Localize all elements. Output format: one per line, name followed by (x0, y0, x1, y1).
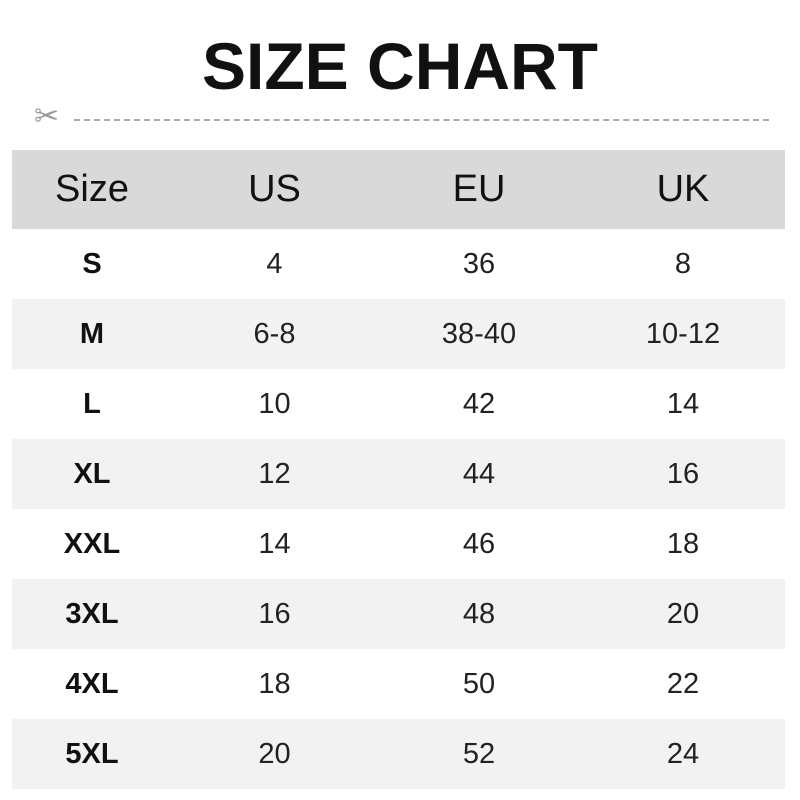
cell-eu: 44 (377, 439, 581, 509)
cell-size: 3XL (12, 579, 172, 649)
table-row: 3XL 16 48 20 (12, 579, 785, 649)
table-row: L 10 42 14 (12, 369, 785, 439)
header-eu: EU (377, 150, 581, 229)
cell-eu: 38-40 (377, 299, 581, 369)
table-row: XXL 14 46 18 (12, 509, 785, 579)
cell-us: 16 (172, 579, 377, 649)
cell-size: M (12, 299, 172, 369)
cell-us: 10 (258, 387, 291, 420)
cell-uk: 8 (674, 247, 692, 280)
cell-us: 20 (172, 719, 377, 789)
cell-eu: 36 (462, 247, 496, 280)
header-us: US (172, 150, 377, 229)
scissors-icon: ✂ (34, 100, 60, 133)
cell-uk: 20 (581, 579, 785, 649)
page-title: SIZE CHART (202, 29, 598, 103)
cell-uk: 14 (666, 387, 700, 420)
size-table: Size US EU UK S 4 36 8 M 6-8 38-40 10-12 L 10 42 14… (12, 150, 785, 789)
cell-eu: 52 (377, 719, 581, 789)
cell-us: 12 (172, 439, 377, 509)
cell-eu: 48 (377, 579, 581, 649)
cell-uk: 16 (581, 439, 785, 509)
table-row: 5XL 20 52 24 (12, 719, 785, 789)
dashed-divider (74, 119, 769, 121)
cell-size: S (82, 247, 102, 280)
cell-uk: 22 (666, 667, 700, 700)
table-row: 4XL 18 50 22 (12, 649, 785, 719)
cell-us: 6-8 (172, 299, 377, 369)
table-header-row: Size US EU UK (12, 150, 785, 229)
cell-size: 5XL (12, 719, 172, 789)
table-row: M 6-8 38-40 10-12 (12, 299, 785, 369)
cell-size: L (83, 387, 101, 420)
cell-uk: 24 (581, 719, 785, 789)
cell-eu: 42 (462, 387, 496, 420)
cell-eu: 50 (462, 667, 496, 700)
cell-us: 18 (258, 667, 291, 700)
table-row: XL 12 44 16 (12, 439, 785, 509)
cell-us: 14 (258, 527, 291, 560)
cut-line: ✂ (34, 102, 769, 132)
header-uk: UK (581, 150, 785, 229)
cell-size: 4XL (65, 667, 119, 700)
cell-uk: 18 (666, 527, 700, 560)
cell-size: XXL (63, 527, 121, 560)
header-size: Size (12, 150, 172, 229)
cell-us: 4 (266, 247, 283, 280)
cell-size: XL (12, 439, 172, 509)
cell-eu: 46 (462, 527, 496, 560)
cell-uk: 10-12 (581, 299, 785, 369)
table-row: S 4 36 8 (12, 229, 785, 299)
